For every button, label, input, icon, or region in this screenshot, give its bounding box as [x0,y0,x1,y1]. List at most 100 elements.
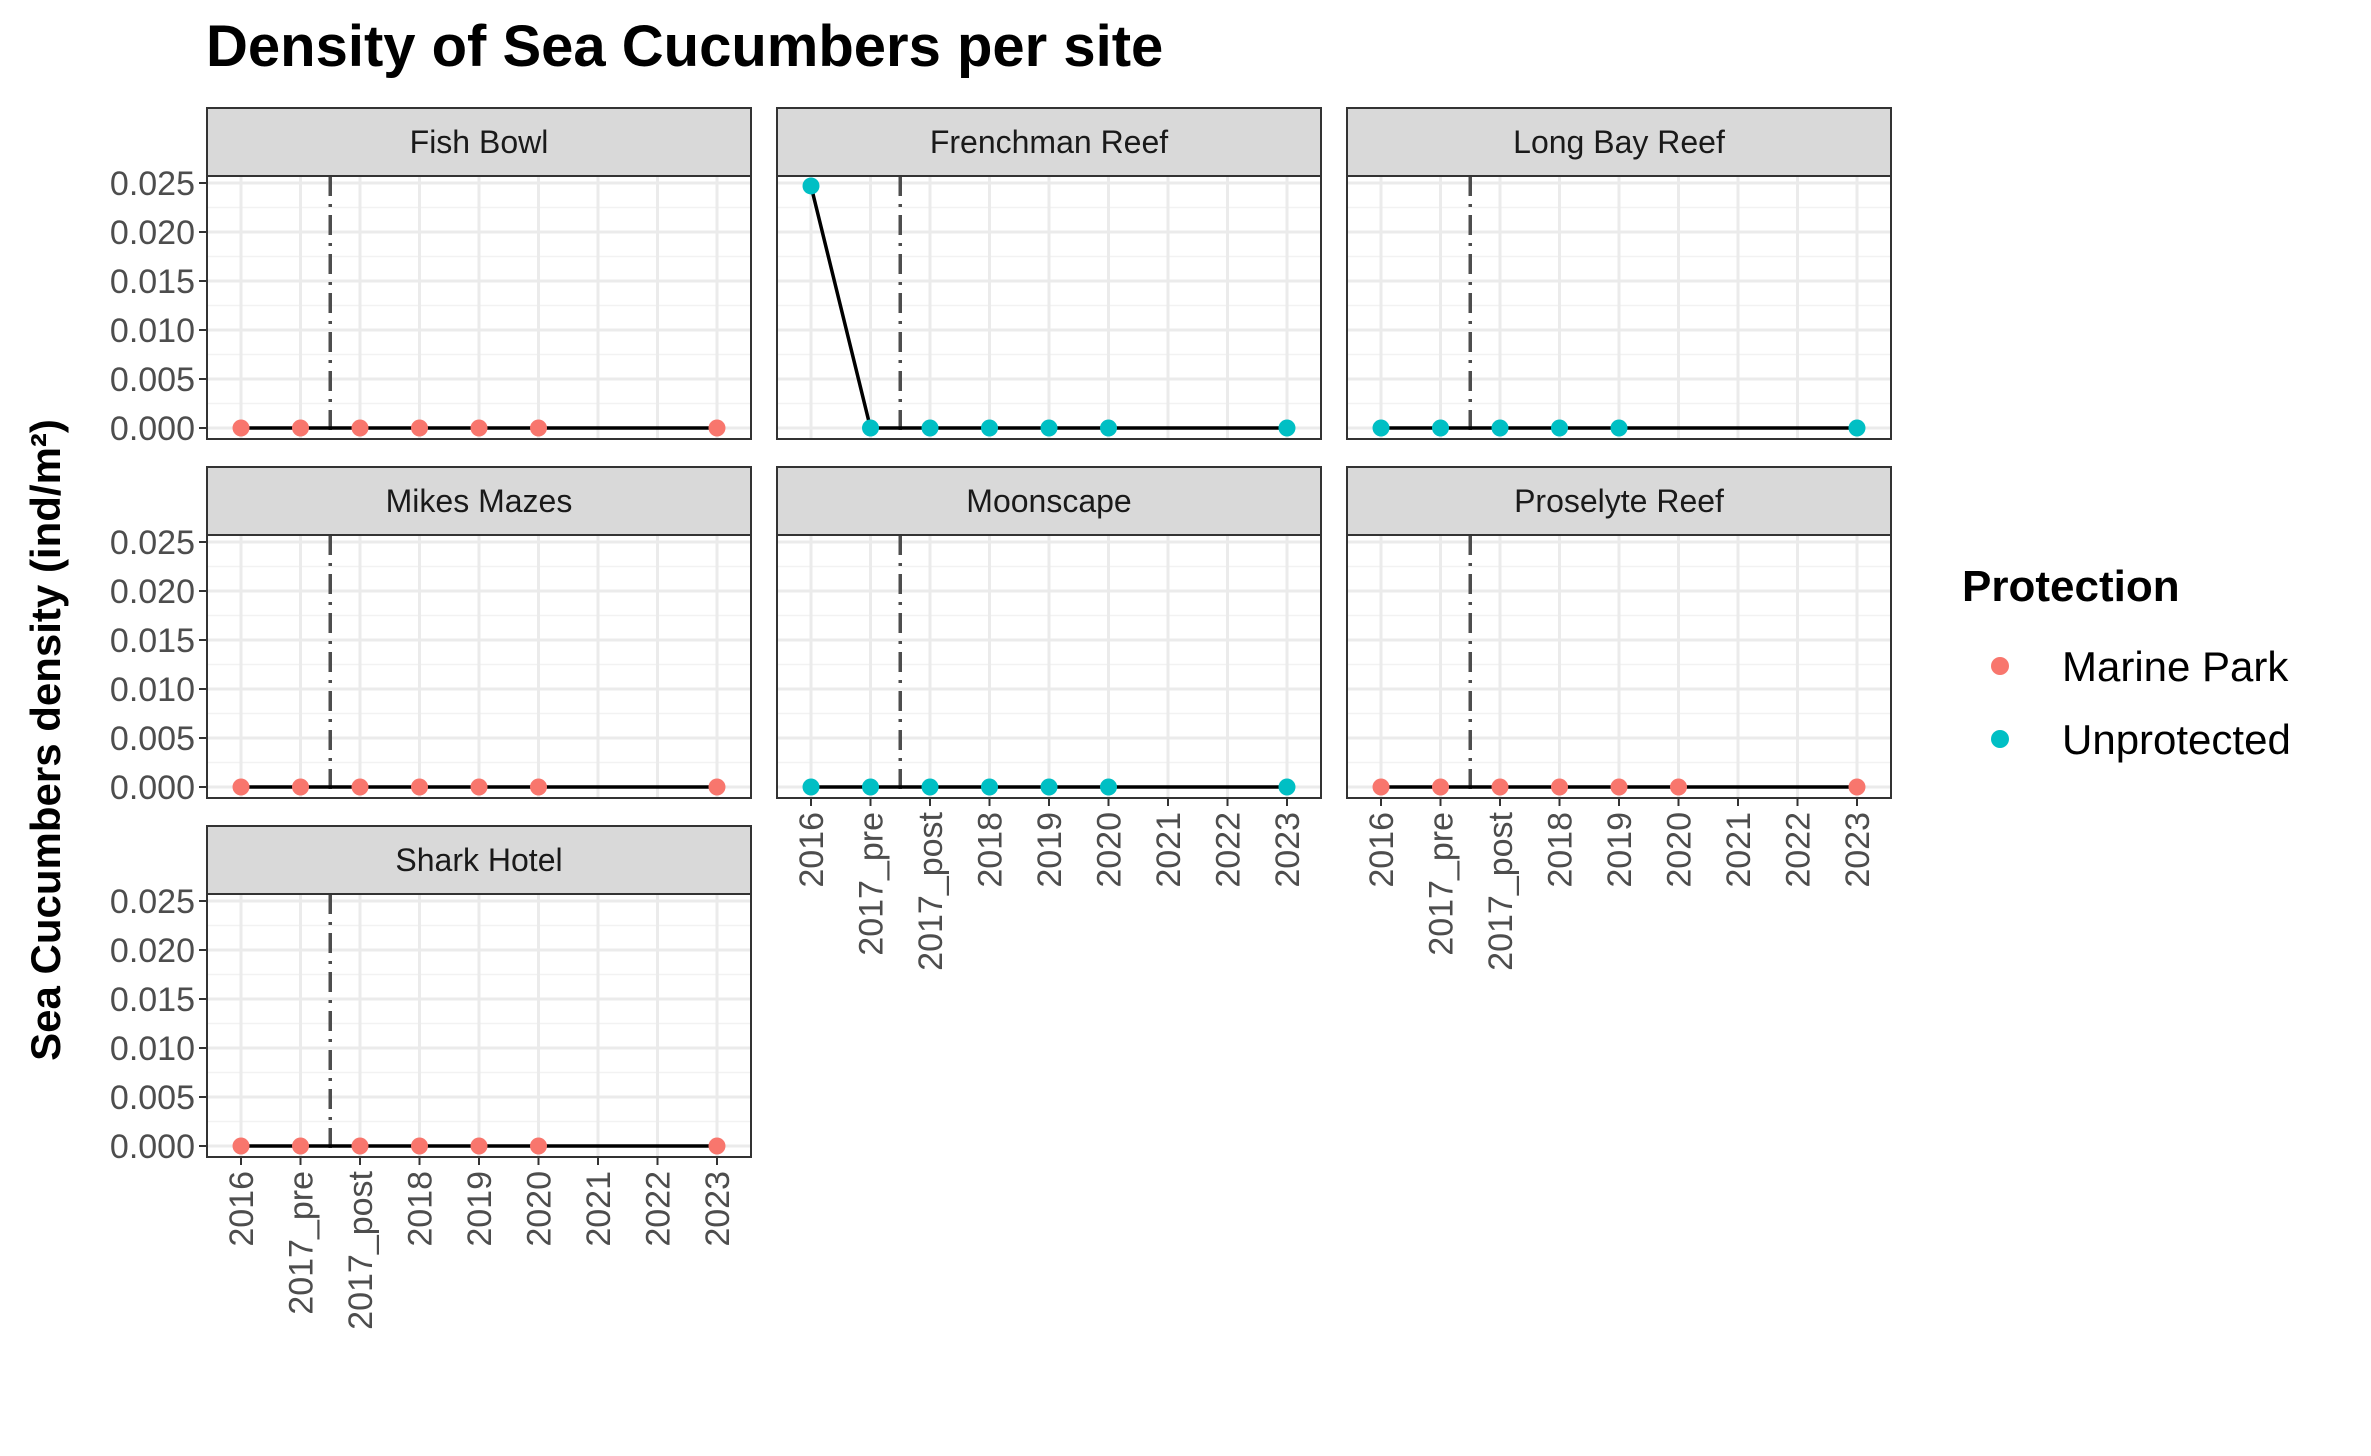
strip-background [776,466,1322,536]
y-tick-label: 0.020 [110,214,195,252]
data-point [802,778,820,796]
data-point [1551,419,1568,437]
data-point [862,778,879,796]
y-tick-label: 0.010 [110,1030,195,1068]
x-tick-label: 2018 [972,812,1010,888]
data-point [530,1137,547,1155]
x-tick-label: 2017_post [342,1170,380,1329]
y-tick-label: 0.005 [110,720,195,758]
data-point [232,778,250,796]
y-tick-label: 0.005 [110,1079,195,1117]
legend-key-unprotected [1991,730,2009,748]
y-tick-label: 0.020 [110,573,195,611]
strip-label: Fish Bowl [410,124,549,160]
x-tick-label: 2021 [1150,812,1188,888]
data-point [411,1137,428,1155]
y-tick-label: 0.010 [110,671,195,709]
data-point [1100,419,1117,437]
strip-background [1346,107,1892,177]
data-point [530,419,547,437]
strip-label: Frenchman Reef [930,124,1168,160]
y-tick-label: 0.025 [110,524,195,562]
strip-background [206,107,752,177]
strip-label: Long Bay Reef [1513,124,1725,160]
data-point [1372,419,1390,437]
y-tick-label: 0.000 [110,410,195,448]
data-point [351,419,369,437]
y-axis-label: Sea Cucumbers density (ind/m²) [22,419,69,1061]
x-tick-label: 2020 [1661,812,1699,888]
data-point [411,778,428,796]
data-point [981,778,998,796]
x-tick-label: 2018 [402,1171,440,1247]
x-tick-label: 2016 [793,812,831,888]
data-point [1551,778,1568,796]
x-tick-label: 2021 [580,1171,618,1247]
x-tick-label: 2017_post [912,811,950,970]
strip-background [206,466,752,536]
x-tick-label: 2022 [640,1171,678,1247]
y-tick-label: 0.000 [110,1128,195,1166]
legend-title: Protection [1962,562,2180,611]
x-tick-label: 2021 [1720,812,1758,888]
data-point [232,419,250,437]
data-point [921,778,939,796]
x-tick-label: 2022 [1210,812,1248,888]
data-point [1278,419,1296,437]
data-point [232,1137,250,1155]
data-point [708,419,726,437]
strip-label: Mikes Mazes [386,483,573,519]
panel-long-bay-reef: Long Bay Reef [1346,107,1892,440]
data-point [1610,419,1628,437]
x-tick-label: 2017_pre [853,812,891,956]
data-point [1848,778,1866,796]
x-tick-label: 2016 [1363,812,1401,888]
y-tick-label: 0.020 [110,932,195,970]
data-point [292,419,309,437]
data-point [1432,778,1449,796]
x-tick-label: 2017_pre [1423,812,1461,956]
y-tick-label: 0.015 [110,981,195,1019]
strip-label: Proselyte Reef [1514,483,1724,519]
x-tick-label: 2020 [1091,812,1129,888]
x-tick-label: 2023 [699,1171,737,1247]
y-tick-label: 0.010 [110,312,195,350]
x-tick-label: 2023 [1839,812,1877,888]
panel-border [206,175,752,440]
chart-title: Density of Sea Cucumbers per site [206,14,1163,79]
y-tick-label: 0.000 [110,769,195,807]
strip-background [776,107,1322,177]
data-point [1491,419,1509,437]
x-tick-label: 2017_post [1482,811,1520,970]
y-tick-label: 0.025 [110,883,195,921]
panel-border [1346,175,1892,440]
x-tick-label: 2019 [1031,812,1069,888]
x-tick-label: 2022 [1780,812,1818,888]
data-point [351,1137,369,1155]
panel-proselyte-reef: Proselyte Reef 2016 2017_pre 2017_post 2018 2… [1346,466,1892,971]
data-point [1372,778,1390,796]
data-point [470,778,488,796]
x-tick-label: 2018 [1542,812,1580,888]
x-tick-label: 2020 [521,1171,559,1247]
panel-shark-hotel: Shark Hotel 0.000 0.005 0.010 0.015 0.020 0.02… [110,825,752,1330]
data-point [1491,778,1509,796]
data-point [292,778,309,796]
x-tick-label: 2017_pre [283,1171,321,1315]
data-point [1670,778,1687,796]
panel-mikes-mazes: Mikes Mazes 0.000 0.005 0.010 0.015 0.020 0.02… [110,466,752,807]
data-point [470,1137,488,1155]
panel-moonscape: Moonscape 2016 2017_pre 2017_post 2018 2019 20… [776,466,1322,971]
y-tick-label: 0.025 [110,165,195,203]
data-point [1040,419,1058,437]
legend-label: Marine Park [2062,643,2289,690]
strip-label: Shark Hotel [395,842,562,878]
x-tick-label: 2016 [223,1171,261,1247]
strip-label: Moonscape [966,483,1131,519]
data-point [1100,778,1117,796]
data-point [1610,778,1628,796]
data-point [1040,778,1058,796]
strip-background [1346,466,1892,536]
